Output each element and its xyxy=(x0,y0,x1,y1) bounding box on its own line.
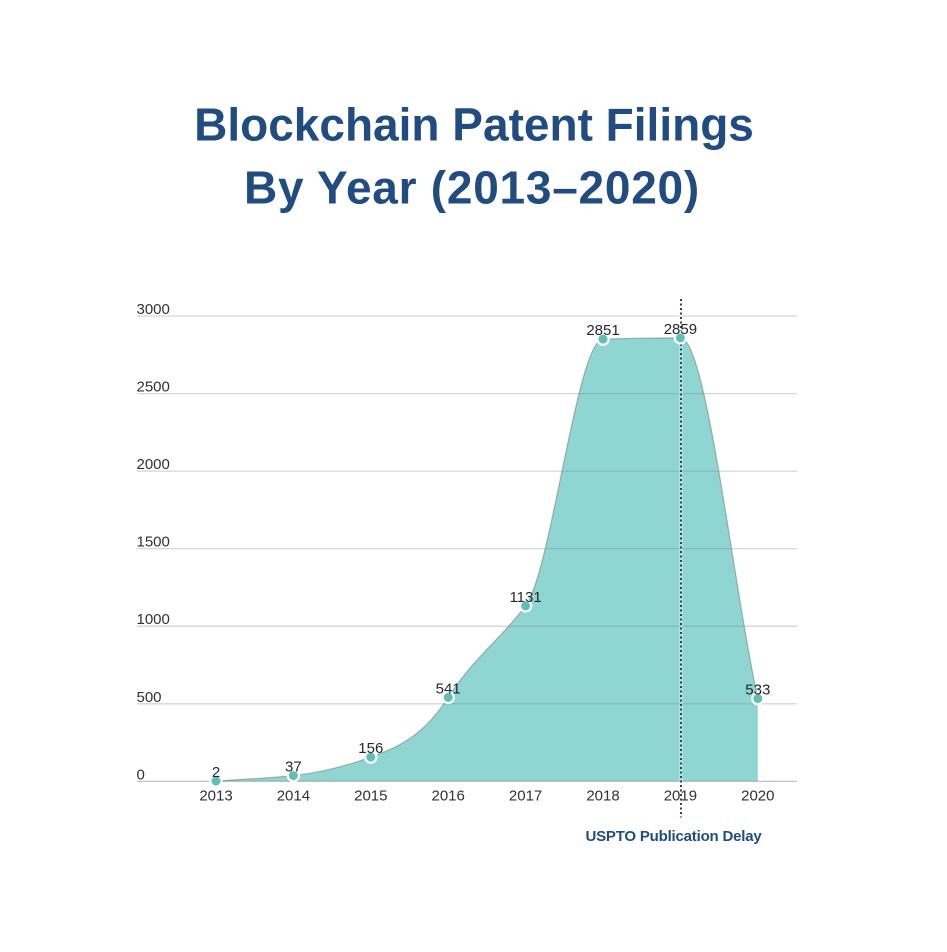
svg-text:2020: 2020 xyxy=(741,788,774,805)
svg-text:500: 500 xyxy=(137,689,162,706)
svg-text:37: 37 xyxy=(285,759,302,776)
svg-text:2859: 2859 xyxy=(664,321,697,338)
svg-text:0: 0 xyxy=(137,766,145,783)
svg-text:1500: 1500 xyxy=(137,534,170,551)
svg-text:2000: 2000 xyxy=(137,456,170,473)
svg-text:2018: 2018 xyxy=(586,788,619,805)
svg-text:By Year (2013–2020): By Year (2013–2020) xyxy=(244,162,700,214)
svg-text:3000: 3000 xyxy=(137,301,170,318)
svg-text:1000: 1000 xyxy=(137,611,170,628)
svg-text:2016: 2016 xyxy=(432,788,465,805)
svg-text:Blockchain Patent Filings: Blockchain Patent Filings xyxy=(194,99,754,151)
svg-text:533: 533 xyxy=(745,682,770,699)
svg-text:2851: 2851 xyxy=(586,322,619,339)
svg-text:2: 2 xyxy=(212,764,220,781)
svg-text:541: 541 xyxy=(436,680,461,697)
svg-text:2015: 2015 xyxy=(354,788,387,805)
svg-text:2019: 2019 xyxy=(664,788,697,805)
svg-text:1131: 1131 xyxy=(509,589,541,606)
svg-text:2017: 2017 xyxy=(509,788,542,805)
svg-text:2500: 2500 xyxy=(137,379,170,396)
svg-text:USPTO Publication Delay: USPTO Publication Delay xyxy=(585,828,762,845)
svg-text:156: 156 xyxy=(358,740,383,757)
svg-text:2014: 2014 xyxy=(277,788,310,805)
svg-text:2013: 2013 xyxy=(199,788,232,805)
